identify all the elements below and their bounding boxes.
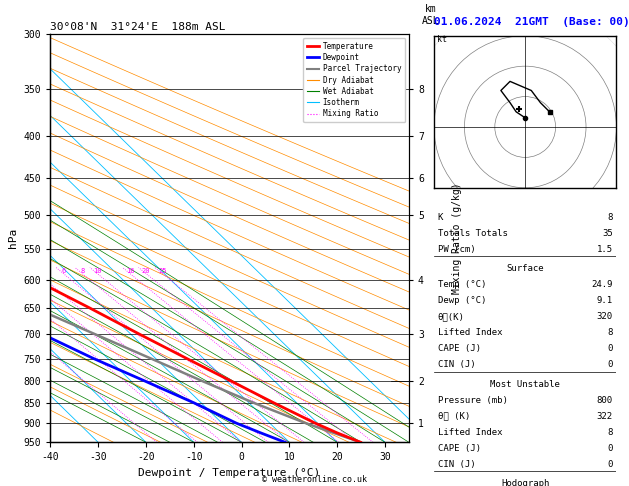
Text: 20: 20 <box>142 268 150 274</box>
Text: km
ASL: km ASL <box>421 4 439 26</box>
Text: Dewp (°C): Dewp (°C) <box>438 296 486 305</box>
Text: θᴇ (K): θᴇ (K) <box>438 412 470 421</box>
Text: 6: 6 <box>61 268 65 274</box>
Text: Hodograph: Hodograph <box>501 479 549 486</box>
Text: 322: 322 <box>597 412 613 421</box>
Text: Lifted Index: Lifted Index <box>438 328 502 337</box>
Text: 320: 320 <box>597 312 613 321</box>
Text: 8: 8 <box>80 268 84 274</box>
Text: Totals Totals: Totals Totals <box>438 228 508 238</box>
Text: Pressure (mb): Pressure (mb) <box>438 396 508 405</box>
Text: 800: 800 <box>597 396 613 405</box>
Text: 8: 8 <box>608 328 613 337</box>
Text: 0: 0 <box>608 444 613 453</box>
Text: θᴇ(K): θᴇ(K) <box>438 312 465 321</box>
Text: Temp (°C): Temp (°C) <box>438 280 486 289</box>
Text: 01.06.2024  21GMT  (Base: 00): 01.06.2024 21GMT (Base: 00) <box>434 17 629 27</box>
Text: Lifted Index: Lifted Index <box>438 428 502 437</box>
Text: 0: 0 <box>608 361 613 369</box>
Text: 8: 8 <box>608 428 613 437</box>
Legend: Temperature, Dewpoint, Parcel Trajectory, Dry Adiabat, Wet Adiabat, Isotherm, Mi: Temperature, Dewpoint, Parcel Trajectory… <box>303 38 405 122</box>
Text: 10: 10 <box>93 268 101 274</box>
Y-axis label: Mixing Ratio (g/kg): Mixing Ratio (g/kg) <box>452 182 462 294</box>
Text: 24.9: 24.9 <box>591 280 613 289</box>
Text: 0: 0 <box>608 344 613 353</box>
Y-axis label: hPa: hPa <box>8 228 18 248</box>
Text: K: K <box>438 212 443 222</box>
Text: 1.5: 1.5 <box>597 245 613 254</box>
Text: 16: 16 <box>126 268 134 274</box>
Text: 0: 0 <box>608 460 613 469</box>
Text: 9.1: 9.1 <box>597 296 613 305</box>
Text: CAPE (J): CAPE (J) <box>438 444 481 453</box>
Text: 35: 35 <box>602 228 613 238</box>
Text: CAPE (J): CAPE (J) <box>438 344 481 353</box>
Text: kt: kt <box>437 35 447 44</box>
Text: 8: 8 <box>608 212 613 222</box>
X-axis label: Dewpoint / Temperature (°C): Dewpoint / Temperature (°C) <box>138 468 321 478</box>
Text: 25: 25 <box>158 268 167 274</box>
Text: PW (cm): PW (cm) <box>438 245 476 254</box>
Text: CIN (J): CIN (J) <box>438 460 476 469</box>
Text: Most Unstable: Most Unstable <box>490 380 560 389</box>
Text: Surface: Surface <box>506 264 544 273</box>
Text: © weatheronline.co.uk: © weatheronline.co.uk <box>262 474 367 484</box>
Text: 30°08'N  31°24'E  188m ASL: 30°08'N 31°24'E 188m ASL <box>50 22 226 32</box>
Text: CIN (J): CIN (J) <box>438 361 476 369</box>
